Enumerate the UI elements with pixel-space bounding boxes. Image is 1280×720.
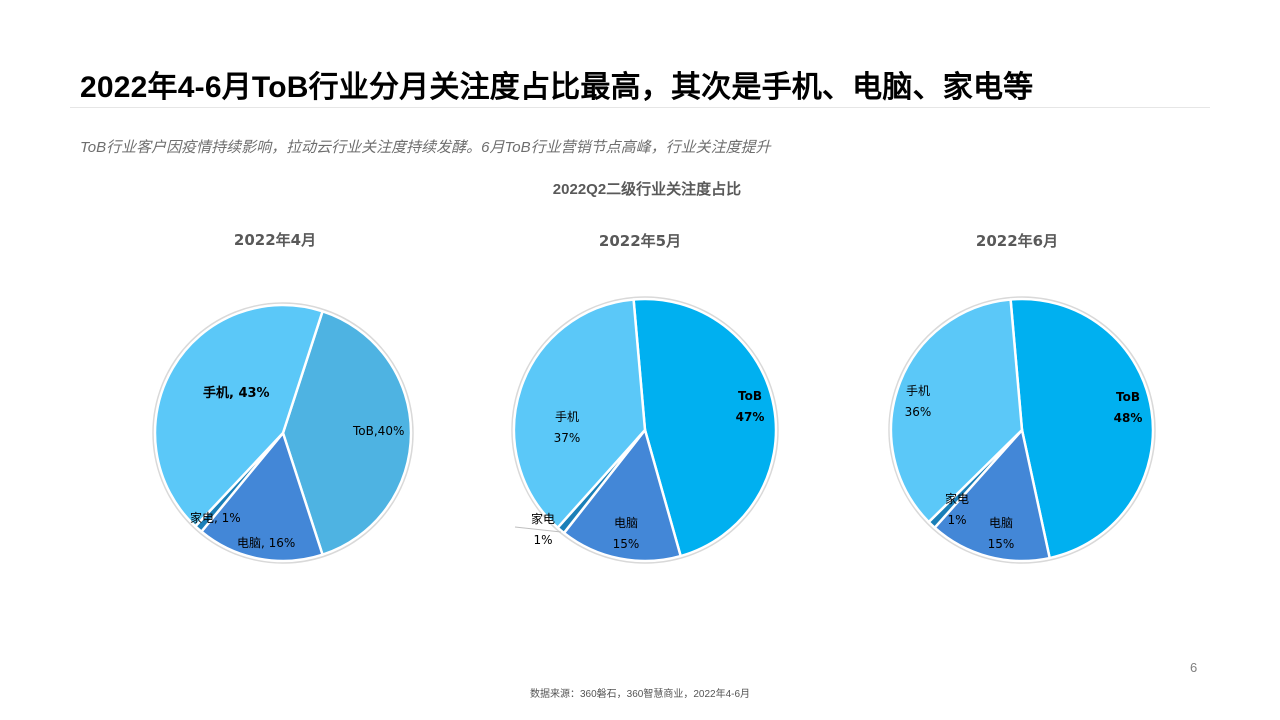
pie-slice-电脑 <box>200 431 324 563</box>
pie-outline <box>511 296 779 564</box>
pie-slice-tob <box>1009 297 1155 560</box>
pie-slice-电脑 <box>562 428 682 563</box>
pie-slice-电脑 <box>933 428 1051 563</box>
data-label-percent: 1% <box>533 533 552 547</box>
title-divider <box>70 107 1210 108</box>
data-label: 家电, 1% <box>190 510 241 525</box>
pie-outline <box>888 296 1156 564</box>
pie-chart-title: 2022年6月 <box>976 232 1058 250</box>
data-label-percent: 37% <box>554 431 581 445</box>
pie-slice-手机 <box>153 303 324 528</box>
data-label-percent: 1% <box>947 513 966 527</box>
data-label-percent: 15% <box>988 537 1015 551</box>
pie-outline <box>152 302 414 564</box>
data-label-percent: 48% <box>1114 411 1143 425</box>
pie-chart-3: 2022年6月 ToB 48% 电脑 15% 家电 1% 手机 36% <box>888 232 1156 564</box>
pie-chart-2: 2022年5月 ToB 47% 电脑 15% 家电 1% 手机 37% <box>511 232 779 564</box>
data-label-name: 电脑 <box>614 516 638 530</box>
data-label-name: 手机 <box>555 410 579 424</box>
data-label-name: ToB <box>738 389 762 403</box>
pie-slice-tob <box>281 310 413 556</box>
data-label-name: 家电 <box>945 491 969 506</box>
data-label-name: ToB <box>1116 390 1140 404</box>
pie-slice-手机 <box>889 298 1024 524</box>
pie-chart-1: 2022年4月 ToB,40% 电脑, 16% 家电, 1% 手机, 43% <box>152 231 414 564</box>
pie-slice-手机 <box>512 298 647 529</box>
data-label-name: 手机 <box>906 384 930 398</box>
pie-chart-title: 2022年4月 <box>234 231 316 249</box>
pie-chart-title: 2022年5月 <box>599 232 681 250</box>
slide-subtitle: ToB行业客户因疫情持续影响，拉动云行业关注度持续发酵。6月ToB行业营销节点高… <box>80 139 771 156</box>
data-source: 数据来源：360磐石，360智慧商业，2022年4-6月 <box>529 689 751 700</box>
data-label: 电脑, 16% <box>237 536 295 550</box>
slide-title: 2022年4-6月ToB行业分月关注度占比最高，其次是手机、电脑、家电等 <box>80 71 1034 104</box>
data-label-name: 家电 <box>531 511 555 526</box>
data-label-percent: 15% <box>613 537 640 551</box>
data-label-percent: 47% <box>736 410 765 424</box>
data-label: ToB,40% <box>352 424 404 438</box>
data-label-name: 电脑 <box>989 516 1013 530</box>
pie-slice-tob <box>632 297 778 558</box>
chart-title: 2022Q2二级行业关注度占比 <box>552 181 742 198</box>
label-leader-line <box>514 526 562 533</box>
data-label-percent: 36% <box>905 405 932 419</box>
page-number: 6 <box>1190 660 1198 675</box>
data-label: 手机, 43% <box>203 385 270 401</box>
